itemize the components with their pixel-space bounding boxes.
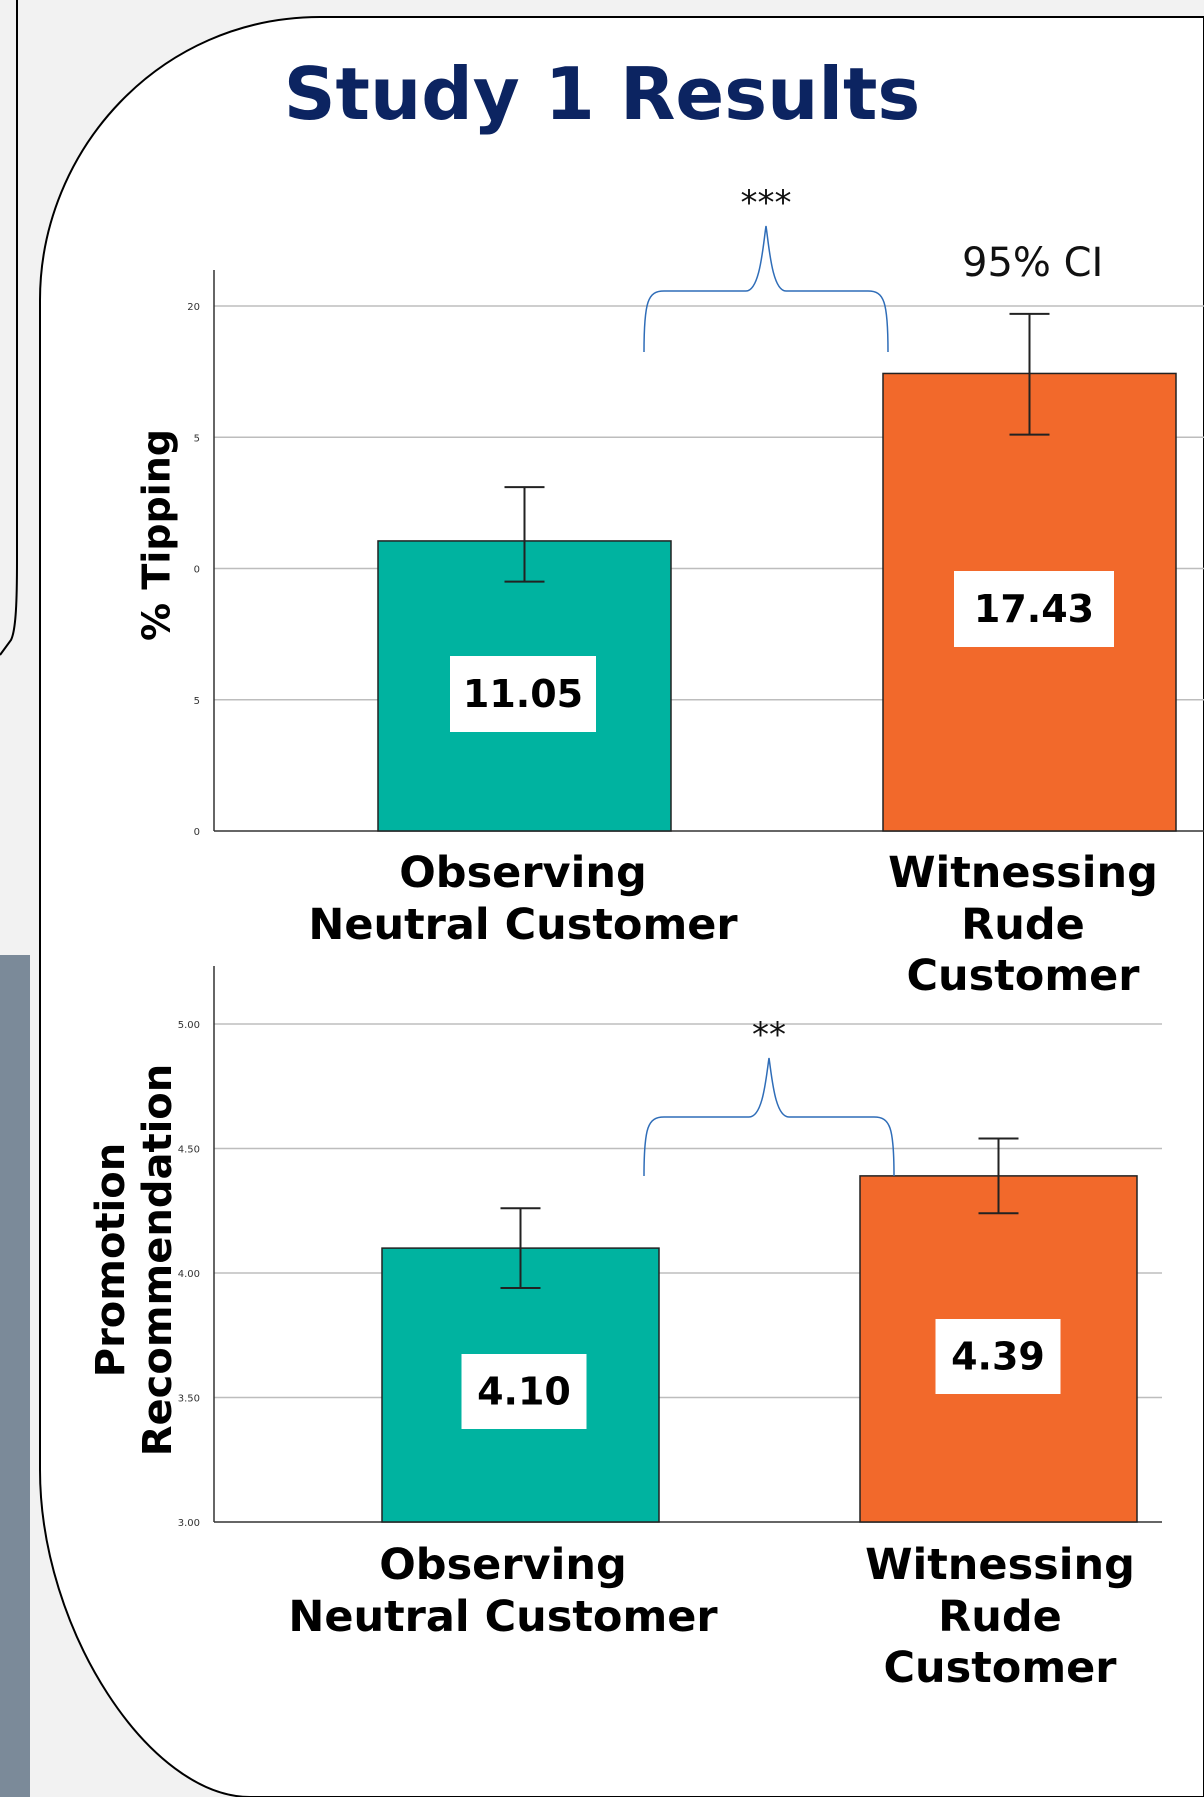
promotion-chart-category-rude: Witnessing Rude Customer	[865, 1540, 1135, 1694]
page-title: Study 1 Results	[283, 52, 921, 136]
tipping-chart-ytick-label: 20	[187, 302, 200, 313]
promotion-chart-ytick-label: 3.50	[178, 1394, 200, 1405]
promotion-chart: 3.00 3.50 4.00 4.50 5.00 4.10 4.39 **	[178, 966, 1162, 1529]
promotion-chart-ytick-label: 4.50	[178, 1145, 200, 1156]
tipping-chart-ytick-label: 5	[194, 433, 200, 444]
tipping-chart-ytick-label: 5	[194, 696, 200, 707]
tipping-chart-value-label-box	[954, 571, 1114, 647]
tipping-chart-value-label: 17.43	[974, 587, 1094, 631]
promotion-chart-significance-stars: **	[752, 1015, 786, 1055]
promotion-chart-ylabel: Promotion Recommendation	[87, 1063, 181, 1457]
promotion-chart-value-label-box	[935, 1319, 1061, 1394]
tipping-chart-value-label-box	[450, 656, 596, 732]
left-panel-outline	[0, 0, 18, 656]
promotion-chart-category-neutral: Observing Neutral Customer	[288, 1540, 718, 1642]
tipping-chart-ytick-label: 0	[194, 565, 200, 576]
sidebar-accent-bar	[0, 955, 30, 1797]
tipping-chart: 0 5 0 5 20 11.05 17.43 ***	[187, 183, 1204, 838]
promotion-chart-ytick-label: 3.00	[178, 1518, 200, 1529]
promotion-chart-ytick-label: 5.00	[178, 1020, 200, 1031]
promotion-chart-ytick-label: 4.00	[178, 1269, 200, 1280]
tipping-chart-significance-stars: ***	[741, 183, 792, 223]
tipping-chart-ytick-label: 0	[194, 827, 200, 838]
tipping-chart-significance-bracket	[643, 225, 889, 353]
promotion-chart-value-label: 4.10	[477, 1370, 571, 1414]
promotion-chart-value-label-box	[461, 1354, 587, 1429]
tipping-chart-category-neutral: Observing Neutral Customer	[308, 848, 738, 950]
ci-legend-label: 95% CI	[962, 240, 1104, 286]
promotion-chart-significance-bracket	[643, 1057, 895, 1177]
promotion-chart-value-label: 4.39	[951, 1335, 1045, 1379]
tipping-chart-category-rude: Witnessing Rude Customer	[888, 848, 1158, 1002]
tipping-chart-value-label: 11.05	[463, 672, 583, 716]
